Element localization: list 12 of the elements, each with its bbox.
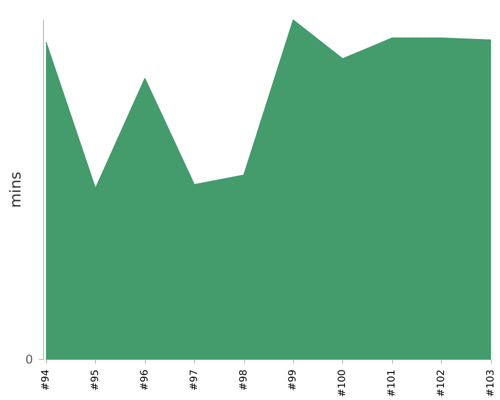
x-tick-label: #101 xyxy=(386,370,398,398)
text: 0 xyxy=(25,352,33,367)
x-tick-label: #96 xyxy=(139,370,150,391)
x-tick-label: #98 xyxy=(238,370,250,391)
x-tick-label: #100 xyxy=(337,370,348,398)
y-axis-title: mins xyxy=(6,172,24,208)
x-tick-label: #97 xyxy=(188,370,200,391)
x-tick-label: #102 xyxy=(436,370,448,398)
x-tick-label: #103 xyxy=(486,370,496,398)
x-tick-label: #94 xyxy=(40,370,52,391)
x-tick-label: #95 xyxy=(90,370,101,391)
x-tick-label: #99 xyxy=(288,370,299,391)
